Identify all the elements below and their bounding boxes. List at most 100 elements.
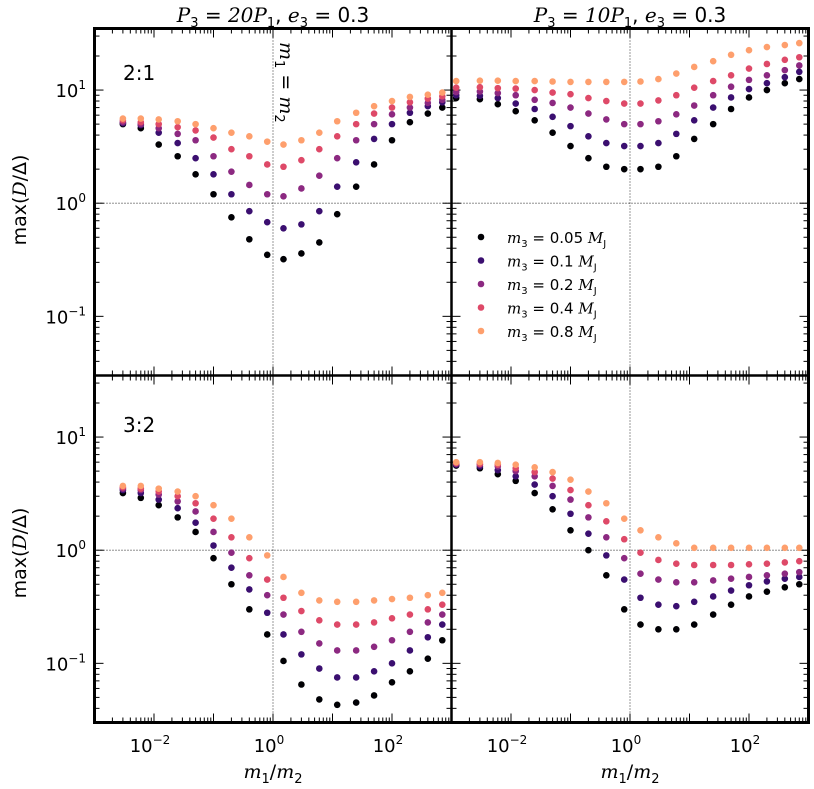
panel-bottom-right: [451, 375, 809, 723]
data-point: [316, 665, 323, 672]
data-point: [781, 575, 789, 582]
data-point: [531, 481, 538, 488]
data-point: [745, 573, 753, 581]
data-point: [406, 594, 414, 602]
data-point: [438, 636, 446, 644]
data-point: [298, 628, 305, 636]
data-point: [370, 668, 378, 675]
data-point: [781, 544, 789, 552]
data-point: [192, 519, 199, 527]
data-point: [246, 152, 253, 160]
data-point: [603, 139, 610, 147]
data-point: [438, 611, 446, 618]
data-point: [476, 83, 484, 91]
data-point: [549, 78, 556, 85]
data-point: [298, 136, 305, 144]
data-point: [549, 505, 556, 513]
y-tick-label: 100: [55, 538, 86, 562]
data-point: [263, 576, 271, 583]
data-point: [388, 97, 396, 105]
data-point: [280, 255, 287, 263]
data-point: [709, 104, 717, 111]
data-point: [406, 104, 414, 111]
x-tick-label: 10−2: [130, 733, 171, 757]
data-point: [603, 534, 610, 541]
data-point: [192, 127, 199, 134]
data-point: [512, 477, 520, 485]
data-point: [388, 104, 396, 111]
data-point: [228, 129, 235, 136]
data-point: [280, 163, 287, 171]
x-tick-label: 102: [373, 733, 404, 757]
data-point: [228, 145, 235, 153]
data-point: [280, 611, 287, 618]
data-point: [795, 75, 803, 83]
data-point: [567, 526, 574, 534]
data-point: [727, 575, 735, 582]
data-point: [333, 133, 341, 140]
data-point: [727, 561, 735, 569]
data-point: [316, 239, 323, 246]
data-point: [370, 110, 378, 117]
data-point: [316, 129, 323, 136]
data-point: [452, 77, 460, 85]
data-point: [298, 589, 305, 597]
data-point: [655, 75, 662, 83]
data-point: [424, 655, 432, 662]
data-point: [192, 154, 199, 162]
data-point: [620, 554, 628, 562]
data-point: [388, 636, 396, 644]
data-point: [673, 540, 680, 547]
data-point: [690, 561, 698, 569]
data-point: [745, 581, 753, 589]
data-point: [174, 504, 181, 512]
legend-marker: [477, 233, 485, 241]
data-point: [637, 165, 644, 173]
data-point: [155, 496, 163, 503]
data-point: [620, 535, 628, 543]
data-point: [549, 89, 556, 96]
data-point: [452, 458, 460, 466]
data-point: [174, 117, 181, 125]
data-point: [655, 163, 662, 171]
data-point: [709, 91, 717, 99]
x-tick-label: 102: [730, 733, 761, 757]
data-point: [745, 593, 753, 600]
data-point: [352, 621, 360, 628]
data-point: [567, 486, 574, 494]
data-point: [263, 190, 271, 198]
data-point: [333, 210, 341, 218]
data-point: [512, 461, 520, 468]
data-point: [352, 674, 360, 681]
data-point: [585, 133, 592, 140]
data-point: [192, 492, 199, 500]
data-point: [727, 72, 735, 79]
legend-label: m3 = 0.2 MJ: [507, 276, 597, 297]
data-point: [655, 117, 662, 125]
data-point: [795, 68, 803, 76]
data-point: [585, 530, 592, 537]
data-point: [585, 94, 592, 102]
data-point: [673, 625, 680, 633]
data-point: [795, 573, 803, 581]
data-point: [512, 91, 520, 99]
data-point: [388, 660, 396, 667]
data-point: [137, 494, 145, 502]
data-point: [745, 46, 753, 54]
data-point: [673, 560, 680, 567]
data-point: [727, 544, 735, 552]
data-point: [512, 77, 520, 85]
y-tick-label: 101: [55, 425, 86, 449]
data-point: [352, 647, 360, 654]
legend-marker: [477, 257, 485, 264]
data-point: [333, 674, 341, 681]
data-point: [637, 120, 644, 128]
data-point: [316, 617, 323, 624]
data-point: [637, 78, 644, 85]
data-point: [438, 104, 446, 111]
y-tick-label: 10−1: [45, 651, 86, 675]
data-point: [690, 621, 698, 628]
data-point: [228, 564, 235, 572]
